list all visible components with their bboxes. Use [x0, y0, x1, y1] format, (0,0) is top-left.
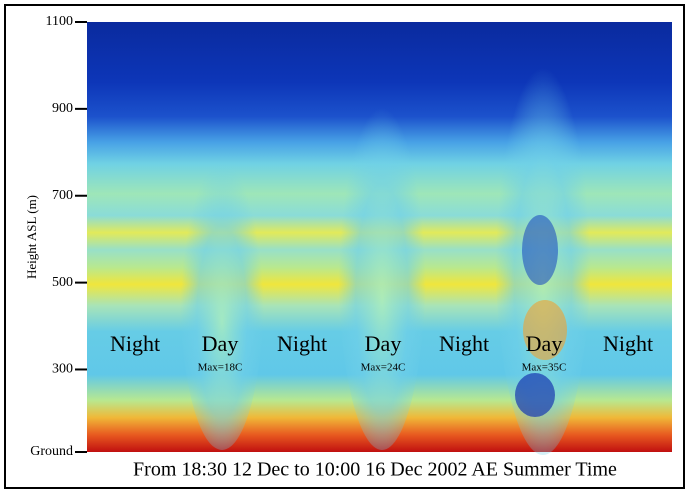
y-axis-label: Height ASL (m) — [24, 195, 39, 279]
period-label: Night — [110, 331, 160, 356]
heatmap — [87, 22, 672, 455]
period-label: Night — [439, 331, 489, 356]
y-tick-label: 500 — [52, 275, 73, 290]
period-label: Day — [526, 331, 563, 356]
y-tick-label: 1100 — [46, 14, 73, 29]
period-label: Day — [202, 331, 239, 356]
period-label: Night — [603, 331, 653, 356]
period-label: Day — [365, 331, 402, 356]
max-temp-note: Max=24C — [361, 362, 406, 374]
y-tick-label: 700 — [52, 188, 73, 203]
y-tick-label: 300 — [52, 362, 73, 377]
max-temp-note: Max=18C — [198, 362, 243, 374]
max-temp-note: Max=35C — [522, 362, 567, 374]
y-tick-label: 900 — [52, 101, 73, 116]
x-axis-label: From 18:30 12 Dec to 10:00 16 Dec 2002 A… — [133, 459, 617, 481]
period-label: Night — [277, 331, 327, 356]
y-tick-label: Ground — [30, 444, 73, 459]
